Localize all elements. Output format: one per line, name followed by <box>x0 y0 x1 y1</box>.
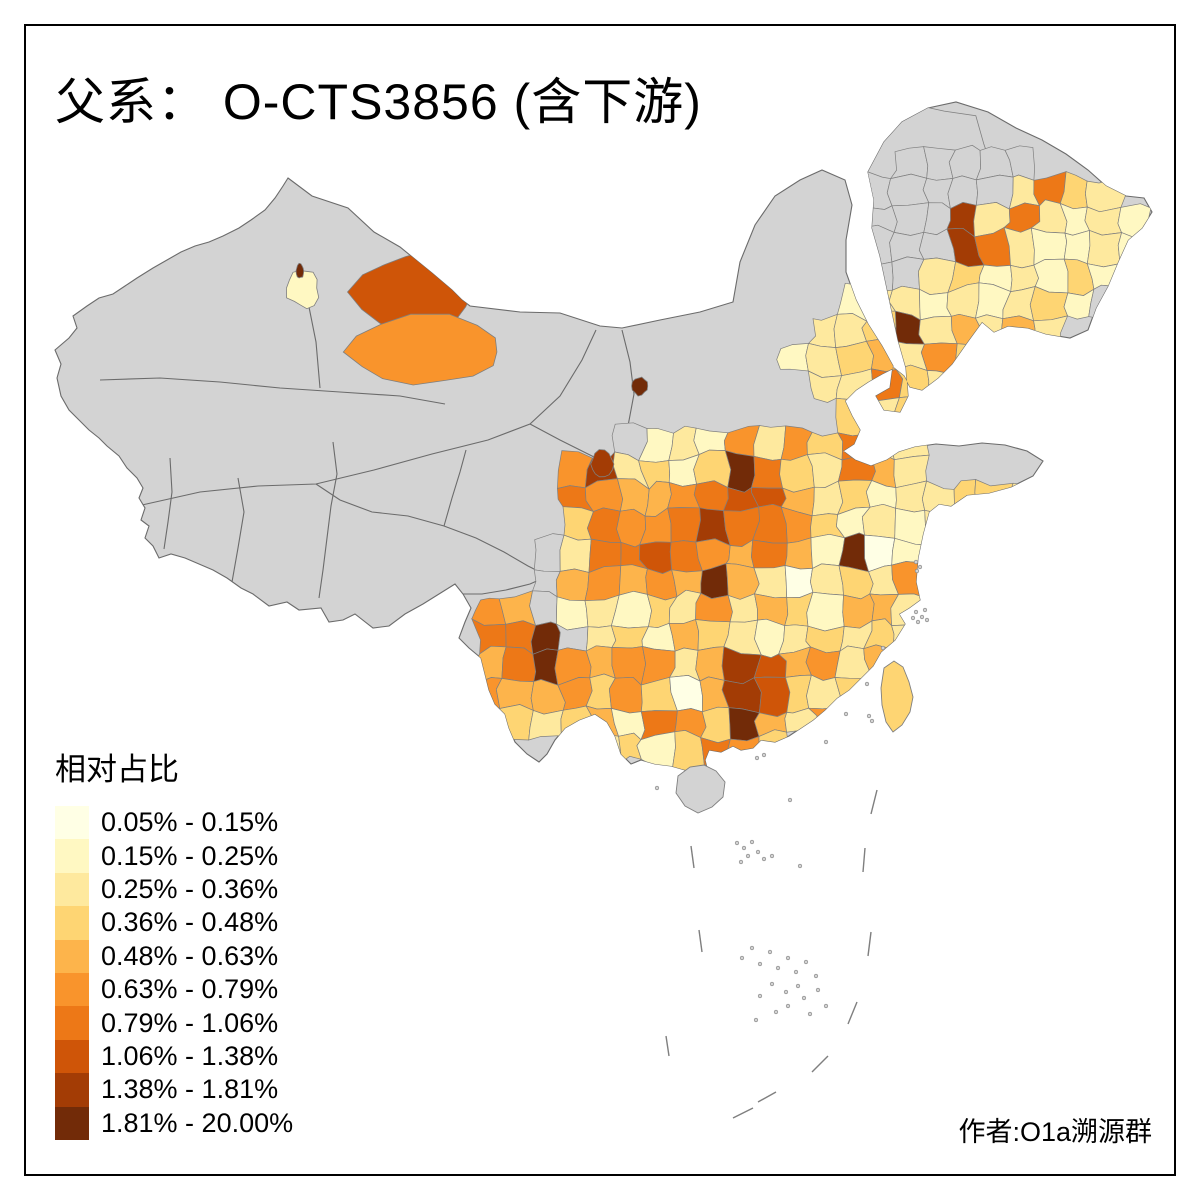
legend-row: 0.05% - 0.15% <box>55 806 293 840</box>
legend-swatch <box>55 1073 89 1107</box>
legend-label: 0.79% - 1.06% <box>101 1007 279 1038</box>
legend-row: 0.48% - 0.63% <box>55 939 293 973</box>
dark-accent-regions <box>295 262 649 478</box>
legend-title: 相对占比 <box>55 752 179 787</box>
legend-swatch <box>55 972 89 1007</box>
legend-row: 0.79% - 1.06% <box>55 1006 293 1040</box>
legend-row: 0.15% - 0.25% <box>55 839 293 873</box>
legend-label: 0.15% - 0.25% <box>101 840 279 871</box>
legend-label: 0.36% - 0.48% <box>101 907 279 938</box>
legend-swatch <box>55 839 89 873</box>
legend: 相对占比 0.05% - 0.15% 0.15% - 0.25% 0.25% - 0… <box>55 744 293 1140</box>
taiwan-island <box>880 660 914 733</box>
legend-row: 1.06% - 1.38% <box>55 1039 293 1074</box>
legend-label: 1.38% - 1.81% <box>101 1074 279 1105</box>
legend-label: 1.81% - 20.00% <box>101 1107 294 1138</box>
legend-label: 0.05% - 0.15% <box>101 807 279 838</box>
legend-row: 0.36% - 0.48% <box>55 906 293 940</box>
small-islands <box>654 559 930 1023</box>
nine-dash-line <box>665 789 878 1119</box>
legend-swatch <box>55 906 89 940</box>
legend-label: 0.63% - 0.79% <box>101 974 279 1005</box>
legend-swatch <box>55 872 89 907</box>
legend-swatch <box>55 939 89 973</box>
author-credit: 作者:O1a溯源群 <box>958 1117 1152 1147</box>
legend-swatch <box>55 1039 89 1074</box>
legend-label: 0.48% - 0.63% <box>101 940 279 971</box>
legend-row: 0.63% - 0.79% <box>55 972 293 1007</box>
legend-label: 0.25% - 0.36% <box>101 873 279 904</box>
legend-rows: 0.05% - 0.15% 0.15% - 0.25% 0.25% - 0.36% 0… <box>55 806 293 1140</box>
legend-row: 1.38% - 1.81% <box>55 1073 293 1107</box>
legend-swatch <box>55 806 89 840</box>
legend-swatch <box>55 1106 89 1140</box>
hainan-island <box>675 764 726 814</box>
legend-row: 1.81% - 20.00% <box>55 1106 294 1140</box>
legend-label: 1.06% - 1.38% <box>101 1040 279 1071</box>
islands <box>675 660 914 814</box>
legend-row: 0.25% - 0.36% <box>55 872 293 907</box>
page-title: 父系： O-CTS3856 (含下游) <box>55 74 702 130</box>
legend-swatch <box>55 1006 89 1040</box>
